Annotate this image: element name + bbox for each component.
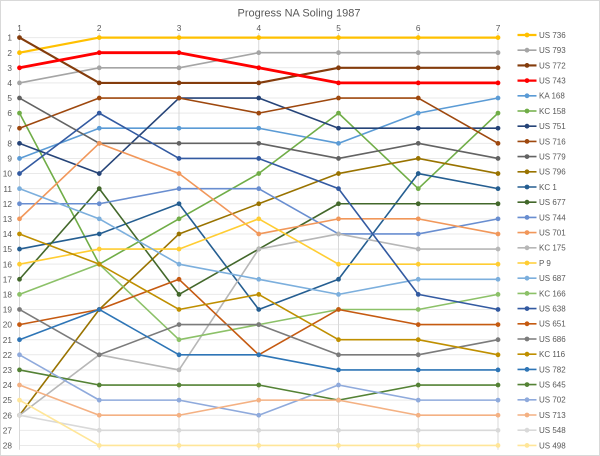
svg-text:US 651: US 651 xyxy=(539,320,566,329)
svg-text:11: 11 xyxy=(3,184,12,194)
svg-text:2: 2 xyxy=(97,23,102,33)
svg-text:27: 27 xyxy=(3,425,13,435)
svg-text:26: 26 xyxy=(3,410,13,420)
svg-text:US 779: US 779 xyxy=(539,153,566,162)
svg-text:US 796: US 796 xyxy=(539,168,566,177)
svg-text:P 9: P 9 xyxy=(539,259,551,268)
svg-text:7: 7 xyxy=(7,123,12,133)
svg-text:25: 25 xyxy=(3,395,13,405)
svg-text:13: 13 xyxy=(3,214,13,224)
svg-text:US 772: US 772 xyxy=(539,61,566,70)
svg-text:4: 4 xyxy=(256,23,261,33)
svg-text:5: 5 xyxy=(7,93,12,103)
svg-text:KC 166: KC 166 xyxy=(539,289,566,298)
svg-text:2: 2 xyxy=(7,48,12,58)
svg-text:1: 1 xyxy=(17,23,22,33)
svg-text:6: 6 xyxy=(7,108,12,118)
svg-text:US 743: US 743 xyxy=(539,77,566,86)
svg-text:9: 9 xyxy=(7,154,12,164)
svg-text:US 638: US 638 xyxy=(539,305,566,314)
svg-text:US 744: US 744 xyxy=(539,213,566,222)
svg-text:KA 168: KA 168 xyxy=(539,92,565,101)
svg-text:KC 1: KC 1 xyxy=(539,183,557,192)
svg-text:14: 14 xyxy=(3,229,13,239)
svg-text:20: 20 xyxy=(3,320,13,330)
svg-text:16: 16 xyxy=(3,259,13,269)
svg-text:4: 4 xyxy=(7,78,12,88)
svg-text:US 548: US 548 xyxy=(539,426,566,435)
svg-text:Progress NA Soling 1987: Progress NA Soling 1987 xyxy=(238,8,361,20)
svg-text:18: 18 xyxy=(3,290,13,300)
svg-text:7: 7 xyxy=(496,23,501,33)
svg-text:US 686: US 686 xyxy=(539,335,566,344)
svg-text:US 736: US 736 xyxy=(539,31,566,40)
svg-text:US 751: US 751 xyxy=(539,122,566,131)
svg-text:19: 19 xyxy=(3,305,13,315)
svg-text:US 701: US 701 xyxy=(539,229,566,238)
svg-text:KC 158: KC 158 xyxy=(539,107,566,116)
svg-text:15: 15 xyxy=(3,244,13,254)
svg-text:US 713: US 713 xyxy=(539,411,566,420)
svg-text:10: 10 xyxy=(3,169,13,179)
svg-text:17: 17 xyxy=(3,274,13,284)
svg-text:US 782: US 782 xyxy=(539,365,566,374)
svg-text:US 677: US 677 xyxy=(539,198,566,207)
svg-text:US 687: US 687 xyxy=(539,274,566,283)
svg-text:US 702: US 702 xyxy=(539,396,566,405)
svg-text:3: 3 xyxy=(177,23,182,33)
svg-text:US 793: US 793 xyxy=(539,46,566,55)
svg-text:3: 3 xyxy=(7,63,12,73)
svg-text:5: 5 xyxy=(336,23,341,33)
svg-text:22: 22 xyxy=(3,350,13,360)
svg-text:21: 21 xyxy=(3,335,13,345)
svg-text:12: 12 xyxy=(3,199,13,209)
svg-text:8: 8 xyxy=(7,138,12,148)
svg-text:US 716: US 716 xyxy=(539,137,566,146)
svg-text:6: 6 xyxy=(416,23,421,33)
svg-text:US 645: US 645 xyxy=(539,381,566,390)
svg-text:28: 28 xyxy=(3,441,13,451)
svg-text:24: 24 xyxy=(3,380,13,390)
svg-text:KC 175: KC 175 xyxy=(539,244,566,253)
svg-text:KC 116: KC 116 xyxy=(539,350,566,359)
svg-text:US 498: US 498 xyxy=(539,441,566,450)
svg-text:1: 1 xyxy=(7,33,12,43)
svg-text:23: 23 xyxy=(3,365,13,375)
